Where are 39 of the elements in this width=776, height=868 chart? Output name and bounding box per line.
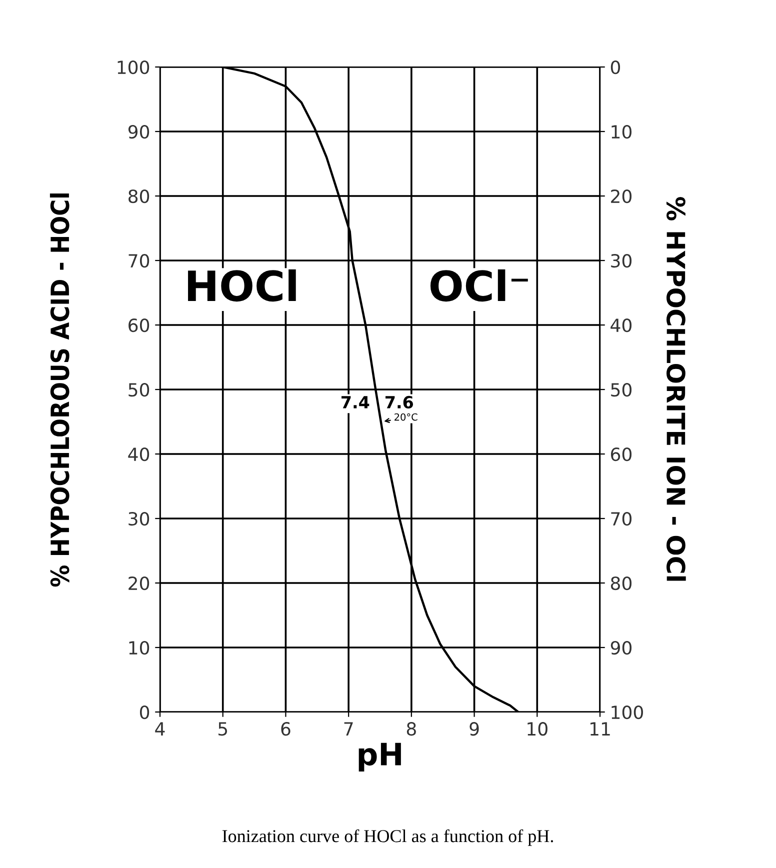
y-axis-title: % HYPOCHLOROUS ACID - HOCl: [50, 194, 70, 587]
x-tick-label: 8: [406, 722, 416, 736]
y-tick-label: 60: [128, 318, 150, 332]
y2-tick-label: 100: [612, 705, 643, 720]
y2-tick-label: 10: [612, 124, 632, 139]
y-tick-label: 40: [128, 447, 150, 462]
x-tick-label: 5: [218, 722, 228, 736]
y2-tick-label: 50: [611, 382, 632, 397]
x-tick-label: 4: [155, 722, 165, 736]
y-tick-label: 70: [128, 254, 150, 268]
y-tick-label: 80: [128, 189, 150, 204]
y-tick-label: 100: [118, 60, 150, 74]
y2-tick-label: 70: [611, 512, 632, 526]
annotation: OCl⁻: [430, 269, 528, 302]
y2-tick-label: 80: [610, 576, 632, 590]
y-tick-label: 20: [128, 576, 150, 590]
y-tick-label: 10: [129, 640, 150, 655]
x-axis-title: pH: [358, 742, 401, 772]
y-tick-label: 90: [128, 124, 150, 139]
y-tick-label: 50: [128, 382, 150, 397]
y2-tick-label: 90: [610, 640, 632, 655]
annotation: 7.6: [386, 396, 414, 409]
x-tick-label: 6: [281, 722, 290, 736]
annotation: 20°C: [394, 413, 418, 421]
y2-tick-label: 60: [610, 447, 632, 462]
y2-tick-label: 20: [611, 189, 632, 204]
x-tick-label: 7: [344, 722, 353, 736]
annotation: HOCl: [188, 269, 296, 302]
x-tick-label: 11: [590, 722, 610, 736]
text: Ionization curve of HOCl as a function of pH.: [222, 829, 554, 846]
y2-tick-label: 0: [610, 60, 620, 74]
x-tick-label: 10: [528, 722, 548, 736]
y-tick-label: 0: [140, 705, 150, 720]
annotation: 7.4: [342, 396, 370, 408]
y2-tick-label: 40: [610, 318, 632, 332]
y2-tick-label: 30: [611, 254, 632, 268]
x-tick-label: 9: [470, 722, 479, 736]
y-tick-label: 30: [128, 512, 150, 526]
y2-axis-title: % HYPOCHLORITE ION - OCl: [666, 196, 686, 581]
